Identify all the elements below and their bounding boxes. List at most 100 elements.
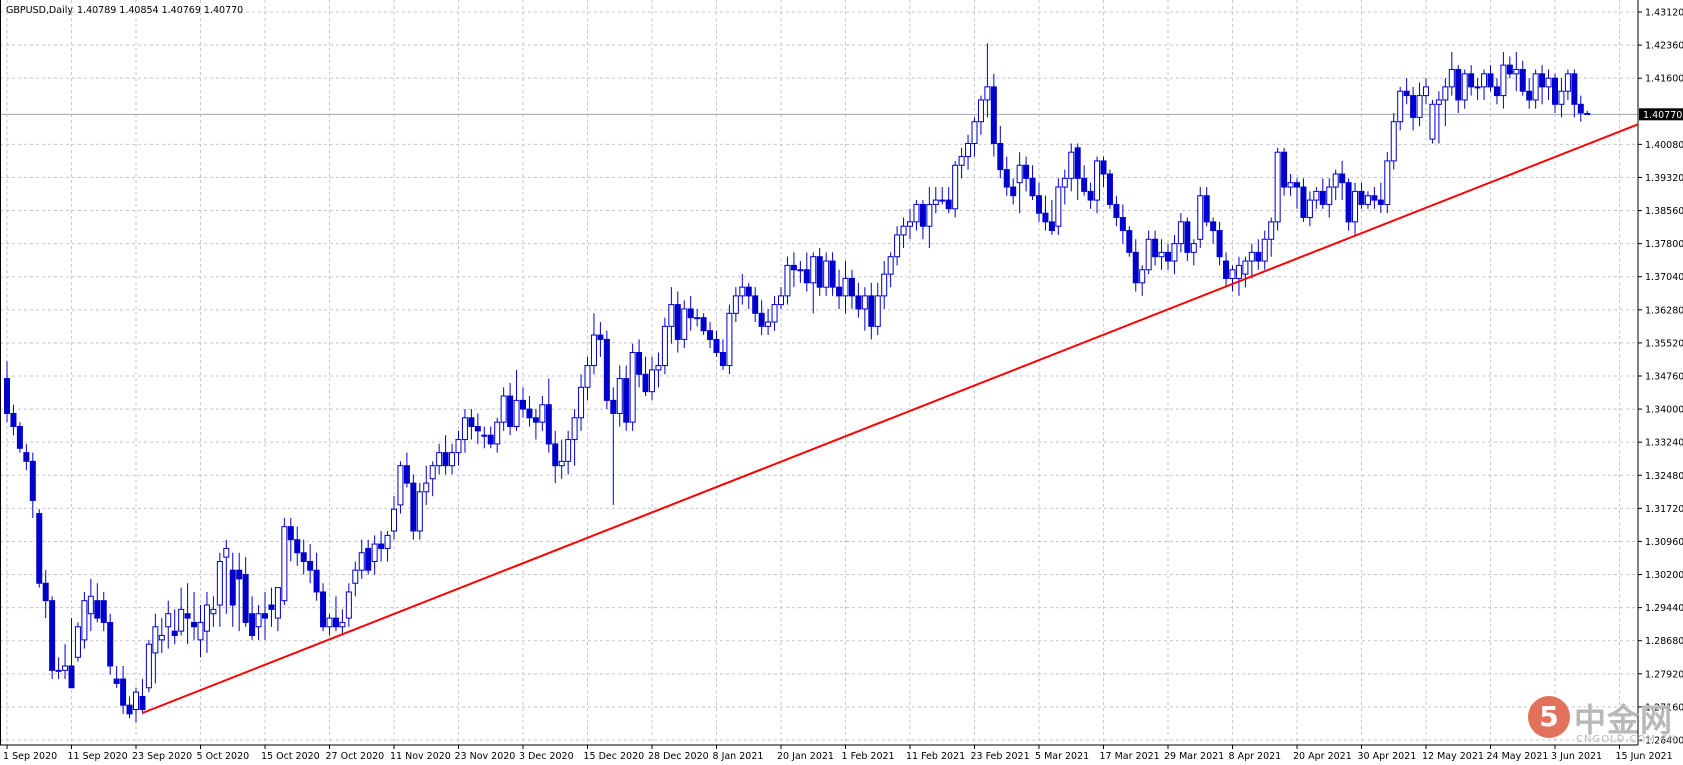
candle: [1081, 165, 1088, 196]
candle-body-bear: [848, 277, 855, 297]
axis-labels: 1.43120 1.42360 1.41600 1.40080 1.39320 1.385…: [3, 8, 1683, 762]
candle: [765, 308, 772, 336]
candle-body-bull: [726, 312, 733, 367]
y-tick-label: 1.29440: [1645, 603, 1683, 614]
candle: [539, 396, 546, 431]
candle-body-bear: [520, 399, 526, 410]
candle: [107, 613, 114, 675]
candle-body-bear: [23, 452, 30, 462]
candle-body-bear: [126, 704, 133, 715]
candle: [1132, 239, 1139, 292]
candle: [661, 317, 668, 375]
candle: [178, 587, 185, 636]
y-tick-label: 1.27920: [1645, 669, 1683, 680]
candle-body-bull: [681, 308, 688, 340]
candle: [10, 404, 17, 436]
candle: [642, 356, 649, 397]
y-tick-label: 1.31720: [1645, 504, 1683, 515]
candle-body-bear: [94, 600, 101, 619]
candle-body-bear: [1493, 86, 1500, 97]
y-tick-label: 1.34760: [1645, 372, 1683, 383]
candle-body-bear: [10, 412, 17, 428]
y-tick-label: 1.30960: [1645, 537, 1683, 548]
x-tick-label: 5 Mar 2021: [1035, 751, 1089, 762]
candle: [1584, 110, 1591, 115]
candle-body-bear: [191, 621, 198, 628]
candle-body-bull: [571, 417, 578, 441]
candle-body-bull: [1242, 260, 1249, 275]
candle: [262, 591, 268, 640]
candle: [1197, 187, 1204, 248]
candle: [900, 217, 907, 248]
candle: [719, 339, 726, 370]
candle-body-bull: [881, 273, 888, 297]
candle: [965, 134, 972, 170]
candle: [1229, 265, 1236, 292]
candle-body-bull: [416, 491, 423, 532]
candle: [216, 552, 223, 627]
y-tick-label: 1.41600: [1645, 74, 1683, 85]
candle-body-bull: [1061, 177, 1068, 188]
candle: [990, 73, 997, 157]
candle: [436, 443, 443, 475]
candle-body-bear: [16, 426, 23, 449]
candle: [1513, 52, 1520, 92]
candle: [526, 396, 533, 427]
candle-body-bear: [332, 617, 339, 628]
candle-body-bear: [1371, 195, 1378, 201]
candle: [1113, 195, 1120, 227]
candle: [655, 352, 662, 388]
watermark-brand: 中金网: [1574, 701, 1674, 739]
candle: [1126, 226, 1133, 257]
candle: [300, 539, 307, 575]
candle-body-bull: [513, 399, 520, 428]
x-tick-label: 5 Oct 2020: [197, 751, 250, 762]
candle: [242, 557, 249, 627]
candle-body-bear: [113, 678, 120, 684]
candle-body-bear: [442, 452, 449, 467]
candle: [778, 287, 784, 309]
candle-body-bear: [1577, 103, 1584, 114]
candle-body-bull: [900, 225, 907, 236]
candle-body-bull: [1145, 238, 1152, 271]
candle-body-bull: [694, 317, 701, 320]
candle: [945, 187, 952, 214]
candle: [274, 587, 281, 632]
candle-body-bear: [990, 86, 997, 144]
candle-body-bear: [307, 560, 314, 571]
candle: [597, 322, 604, 357]
candle: [1306, 191, 1313, 227]
candle-body-bear: [1165, 251, 1171, 262]
candle-body-bull: [1513, 68, 1520, 75]
candle: [1468, 65, 1475, 96]
candle-body-bull: [616, 378, 623, 414]
candle: [152, 613, 159, 684]
candle-body-bear: [1152, 238, 1159, 258]
candle: [1474, 78, 1481, 100]
candle-body-bear: [1081, 177, 1088, 192]
candle: [313, 552, 320, 601]
candle-body-bull: [810, 256, 817, 284]
candle-body-bull: [55, 669, 62, 672]
candle: [49, 596, 56, 680]
candle: [861, 287, 868, 331]
candle: [474, 413, 481, 444]
candle: [1255, 239, 1262, 270]
candle-body-bull: [326, 617, 333, 628]
candle: [926, 187, 933, 248]
candle-body-bear: [1319, 190, 1326, 205]
candle-body-bear: [287, 526, 294, 541]
candle: [1416, 82, 1423, 127]
candle: [320, 583, 327, 632]
candle: [1216, 221, 1223, 266]
candle-body-bear: [1119, 217, 1126, 232]
candle-body-bull: [1197, 195, 1204, 240]
candle: [848, 269, 855, 309]
candle: [1371, 187, 1378, 209]
candle: [94, 583, 101, 623]
candle-body-bull: [739, 286, 746, 297]
candle: [1455, 65, 1462, 114]
candle: [1094, 156, 1101, 214]
candle-body-bear: [1281, 151, 1288, 188]
